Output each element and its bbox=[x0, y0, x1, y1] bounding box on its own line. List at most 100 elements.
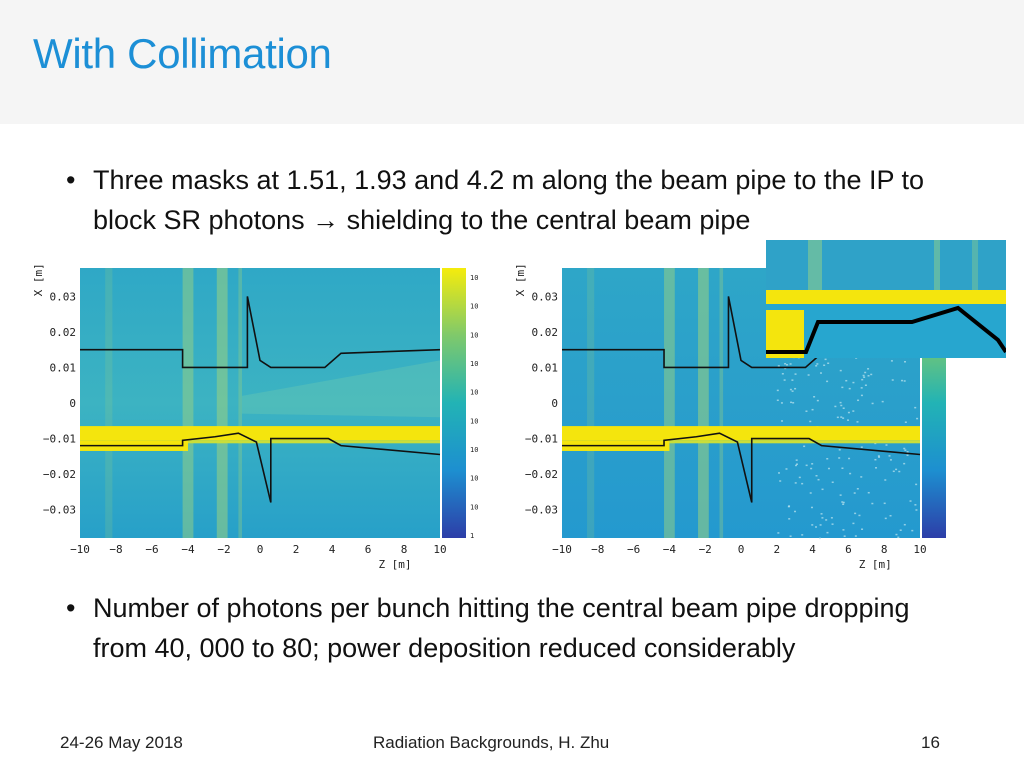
pipe-outline-upper bbox=[562, 296, 921, 369]
heatmap-speckle bbox=[789, 388, 792, 391]
heatmap-speckle bbox=[776, 389, 779, 392]
heatmap-speckle bbox=[856, 488, 859, 490]
heatmap-speckle bbox=[827, 467, 830, 470]
colorbar-tick-label: 10 bbox=[470, 503, 478, 511]
heatmap-speckle bbox=[781, 420, 784, 422]
heatmap-speckle bbox=[858, 514, 861, 517]
heatmap-speckle bbox=[823, 364, 826, 367]
heatmap-speckle bbox=[803, 445, 806, 448]
heatmap-band bbox=[105, 268, 113, 538]
heatmap-speckle bbox=[826, 458, 829, 460]
heatmap-speckle bbox=[791, 390, 794, 392]
heatmap-speckle bbox=[854, 512, 857, 515]
heatmap-speckle bbox=[867, 491, 870, 494]
pipe-outline-lower bbox=[562, 432, 921, 503]
heatmap-speckle bbox=[826, 531, 829, 534]
heatmap-speckle bbox=[914, 406, 917, 409]
heatmap-speckle bbox=[795, 463, 798, 465]
heatmap-speckle bbox=[827, 362, 830, 365]
heatmap-speckle bbox=[838, 449, 841, 451]
heatmap-speckle bbox=[911, 529, 914, 532]
heatmap-speckle bbox=[791, 379, 794, 381]
colorbar-tick-label: 10⁶ bbox=[470, 360, 478, 368]
beam-band-edge bbox=[669, 440, 920, 444]
heatmap-speckle bbox=[809, 492, 812, 494]
pipe-outline-upper bbox=[80, 296, 441, 369]
y-axis-label: X [m] bbox=[32, 263, 45, 296]
heatmap-speckle bbox=[864, 371, 867, 374]
heatmap-speckle bbox=[821, 517, 824, 519]
heatmap-speckle bbox=[892, 470, 895, 473]
x-tick-label: −6 bbox=[145, 543, 158, 556]
y-tick-label: −0.03 bbox=[525, 504, 558, 517]
heatmap-speckle bbox=[915, 509, 918, 511]
bullet-text-1: Three masks at 1.51, 1.93 and 4.2 m alon… bbox=[93, 165, 925, 235]
y-tick-label: −0.01 bbox=[43, 433, 76, 446]
y-tick-label: 0 bbox=[551, 397, 558, 410]
colorbar-tick-label: 10⁹ bbox=[470, 274, 478, 282]
heatmap-speckle bbox=[874, 442, 877, 445]
heatmap-speckle bbox=[814, 526, 817, 528]
heatmap-speckle bbox=[843, 535, 846, 537]
heatmap-speckle bbox=[842, 417, 845, 419]
heatmap-speckle bbox=[867, 375, 870, 377]
heatmap-speckle bbox=[914, 504, 917, 506]
beam-band-edge bbox=[188, 440, 440, 444]
x-tick-label: 4 bbox=[809, 543, 816, 556]
x-tick-label: 0 bbox=[257, 543, 264, 556]
x-tick-label: 6 bbox=[845, 543, 852, 556]
heatmap-speckle bbox=[798, 476, 801, 479]
pipe-outline-lower bbox=[80, 432, 441, 503]
heatmap-speckle bbox=[820, 513, 823, 515]
heatmap-speckle bbox=[805, 410, 808, 412]
heatmap-speckle bbox=[780, 402, 783, 404]
heatmap-speckle bbox=[885, 444, 888, 446]
zoom-inset-image bbox=[766, 240, 1006, 358]
footer-date: 24-26 May 2018 bbox=[60, 733, 183, 752]
heatmap-speckle bbox=[895, 533, 898, 536]
heatmap-speckle bbox=[815, 365, 818, 367]
heatmap-speckle bbox=[860, 394, 863, 397]
heatmap-speckle bbox=[847, 411, 850, 414]
heatmap-speckle bbox=[878, 456, 881, 458]
heatmap-speckle bbox=[781, 373, 784, 375]
heatmap-speckle bbox=[831, 481, 834, 484]
y-tick-label: −0.01 bbox=[525, 433, 558, 446]
heatmap-speckle bbox=[784, 362, 787, 365]
heatmap-speckle bbox=[813, 396, 816, 398]
x-tick-label: 10 bbox=[433, 543, 446, 556]
heatmap-band bbox=[698, 268, 709, 538]
heatmap-speckle bbox=[863, 376, 866, 378]
heatmap-speckle bbox=[834, 405, 837, 408]
heatmap-speckle bbox=[871, 502, 874, 505]
heatmap-speckle bbox=[862, 374, 865, 377]
colorbar-tick-label: 10⁷ bbox=[470, 331, 478, 339]
heatmap-speckle bbox=[853, 492, 856, 494]
y-tick-label: −0.02 bbox=[43, 468, 76, 481]
heatmap-speckle bbox=[860, 387, 863, 389]
heatmap-speckle bbox=[841, 467, 844, 469]
heatmap-speckle bbox=[847, 419, 850, 421]
heatmap-speckle bbox=[779, 480, 782, 482]
heatmap-plot-left: 10⁹ 10⁸ 10⁷ 10⁶ 10⁵ 10⁴ 10³ 10² 10 1 0.03 0.02 0.01 0… bbox=[32, 263, 478, 571]
y-tick-label: 0 bbox=[69, 397, 76, 410]
heatmap-fan bbox=[242, 360, 440, 418]
heatmap-speckle bbox=[839, 494, 842, 496]
colorbar-tick-label: 10² bbox=[470, 475, 478, 483]
heatmap-speckle bbox=[830, 517, 833, 519]
heatmap-speckle bbox=[848, 457, 851, 460]
heatmap-speckle bbox=[849, 472, 852, 475]
y-tick-label: 0.01 bbox=[50, 361, 77, 374]
heatmap-speckle bbox=[826, 380, 829, 383]
heatmap-speckle bbox=[840, 416, 843, 418]
heatmap-speckle bbox=[848, 387, 851, 390]
heatmap-speckle bbox=[861, 378, 864, 381]
heatmap-speckle bbox=[817, 478, 820, 481]
heatmap-speckle bbox=[839, 369, 842, 372]
heatmap-speckle bbox=[785, 468, 788, 470]
heatmap-speckle bbox=[856, 421, 859, 423]
heatmap-speckle bbox=[860, 446, 863, 448]
heatmap-speckle bbox=[861, 528, 864, 530]
heatmap-speckle bbox=[897, 536, 900, 539]
title-band bbox=[0, 0, 1024, 124]
